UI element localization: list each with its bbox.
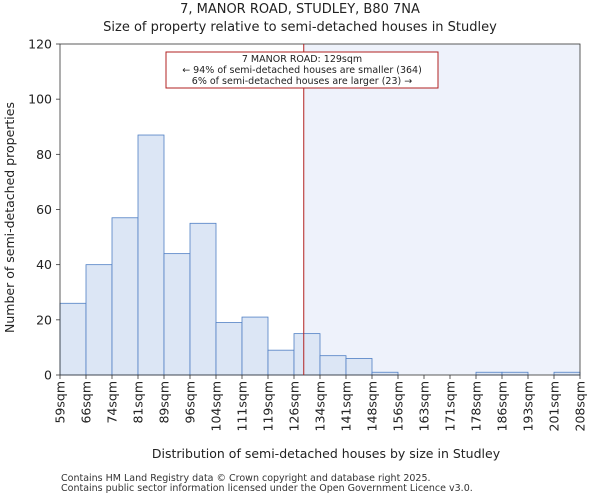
annotation-line-3: 6% of semi-detached houses are larger (2… (192, 76, 412, 87)
chart-title: 7, MANOR ROAD, STUDLEY, B80 7NA (180, 2, 420, 17)
y-tick-label: 120 (28, 37, 52, 52)
x-tick-label: 163sqm (417, 381, 432, 431)
histogram-bar (501, 371, 529, 376)
x-tick-label: 104sqm (209, 381, 224, 431)
y-tick-label: 0 (44, 368, 52, 383)
histogram-bar (85, 264, 113, 376)
histogram-bar (475, 371, 503, 376)
x-tick-label: 186sqm (495, 381, 510, 431)
histogram-bar (215, 322, 243, 376)
x-tick-label: 141sqm (339, 381, 354, 431)
histogram-bar (345, 358, 373, 376)
histogram-bar (241, 316, 269, 376)
footer-copyright: Contains HM Land Registry data © Crown c… (61, 473, 431, 484)
footer-licence: Contains public sector information licen… (61, 483, 473, 494)
x-tick-label: 119sqm (261, 381, 276, 431)
x-tick-label: 89sqm (157, 381, 172, 424)
histogram-bar (137, 134, 165, 376)
x-tick-label: 81sqm (131, 381, 146, 424)
x-axis-label: Distribution of semi-detached houses by … (152, 446, 501, 461)
annotation-line-1: 7 MANOR ROAD: 129sqm (242, 54, 362, 65)
x-tick-label: 148sqm (365, 381, 380, 431)
annotation-line-2: ← 94% of semi-detached houses are smalle… (182, 65, 422, 76)
chart-subtitle: Size of property relative to semi-detach… (103, 20, 497, 35)
histogram-bar (163, 253, 191, 376)
histogram-bar (111, 217, 139, 376)
x-tick-label: 201sqm (547, 381, 562, 431)
histogram-bar (319, 355, 347, 376)
x-tick-label: 193sqm (521, 381, 536, 431)
y-axis-label: Number of semi-detached properties (2, 102, 17, 333)
x-tick-label: 134sqm (313, 381, 328, 431)
annotation-box (165, 51, 439, 89)
y-tick-label: 40 (36, 257, 52, 272)
x-tick-label: 208sqm (573, 381, 588, 431)
x-tick-label: 96sqm (183, 381, 198, 424)
histogram-bar (553, 371, 581, 376)
histogram-bar (189, 222, 217, 376)
x-tick-label: 111sqm (235, 381, 250, 431)
y-tick-label: 100 (28, 92, 52, 107)
x-tick-label: 171sqm (443, 381, 458, 431)
x-tick-label: 74sqm (105, 381, 120, 424)
histogram-bar (267, 349, 295, 376)
histogram-bar (371, 371, 399, 376)
x-tick-label: 66sqm (79, 381, 94, 424)
y-tick-label: 80 (36, 147, 52, 162)
y-tick-label: 60 (36, 202, 52, 217)
x-tick-label: 59sqm (53, 381, 68, 424)
x-tick-label: 178sqm (469, 381, 484, 431)
histogram-bar (59, 302, 87, 376)
y-tick-label: 20 (36, 312, 52, 327)
x-tick-label: 156sqm (391, 381, 406, 431)
x-tick-label: 126sqm (287, 381, 302, 431)
histogram-bar (293, 333, 321, 376)
larger-region-shade (303, 44, 580, 375)
